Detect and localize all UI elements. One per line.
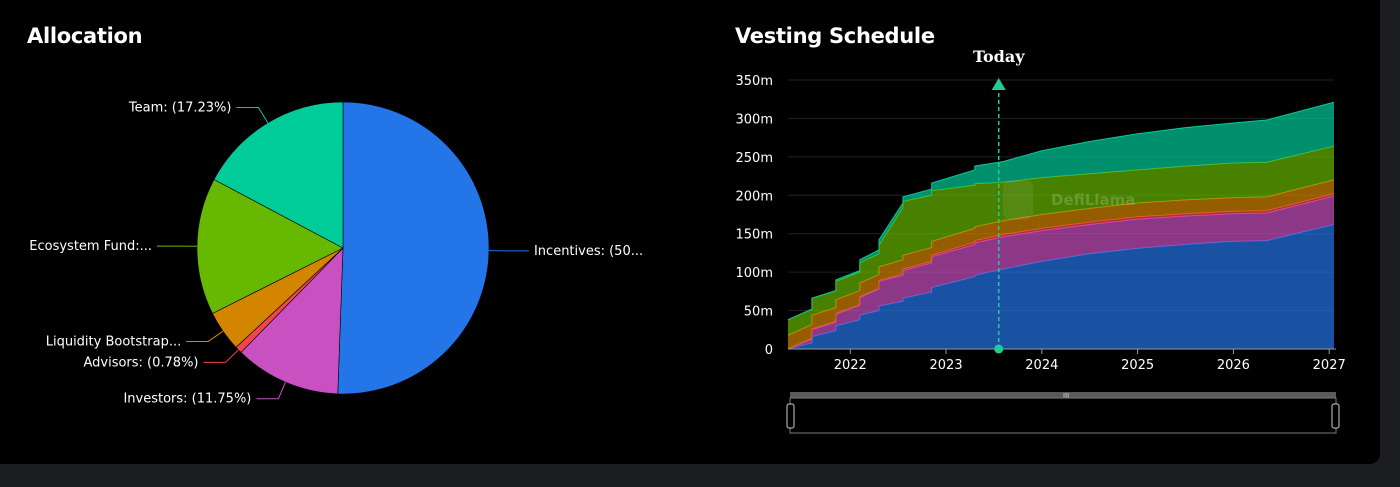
slider-window[interactable] [789, 397, 1337, 434]
slider-handle-right[interactable] [1331, 403, 1340, 429]
y-tick-label: 250m [736, 151, 773, 166]
today-marker: Today [973, 47, 1025, 354]
y-tick-label: 50m [744, 305, 773, 320]
slider-grip-icon[interactable]: III [1063, 392, 1069, 400]
x-tick-label: 2022 [834, 358, 867, 373]
leader-line [236, 106, 269, 124]
x-tick-label: 2024 [1025, 358, 1058, 373]
x-tick-label: 2027 [1313, 358, 1346, 373]
allocation-title: Allocation [27, 24, 143, 48]
watermark-text: DefiLlama [1051, 191, 1135, 209]
today-arrow-icon [991, 78, 1006, 90]
area-series-line-6 [787, 101, 1335, 321]
pie-label-liquidity-bootstrap: Liquidity Bootstrap... [46, 334, 182, 349]
today-dot [994, 344, 1004, 354]
leader-line [203, 349, 239, 363]
leader-line [256, 381, 286, 400]
vesting-schedule-title: Vesting Schedule [735, 24, 935, 48]
leader-line [186, 330, 224, 342]
area-series-6[interactable] [788, 102, 1334, 320]
area-series-3[interactable] [788, 193, 1334, 349]
dashboard-panel: Allocation Vesting Schedule Incentives: … [0, 0, 1380, 464]
x-tick-label: 2023 [930, 358, 963, 373]
today-label: Today [973, 47, 1025, 66]
y-tick-label: 200m [736, 189, 773, 204]
x-tick-label: 2026 [1217, 358, 1250, 373]
pie-label-team: Team: (17.23%) [128, 100, 232, 115]
x-tick-label: 2025 [1121, 358, 1154, 373]
y-tick-label: 350m [736, 74, 773, 89]
pie-label-ecosystem-fund: Ecosystem Fund:... [29, 239, 152, 254]
slider-handle-left[interactable] [786, 403, 795, 429]
area-series-2[interactable] [788, 196, 1334, 349]
x-axis: 2022 2023 2024 2025 2026 2027 [788, 348, 1346, 373]
y-tick-label: 150m [736, 228, 773, 243]
pie-slice-investors[interactable] [240, 247, 344, 395]
pie-label-incentives: Incentives: (50... [534, 244, 643, 259]
series-areas[interactable] [787, 101, 1335, 350]
range-slider[interactable]: III [786, 392, 1340, 434]
pie-label-investors: Investors: (11.75%) [123, 392, 251, 407]
area-series-4[interactable] [788, 179, 1334, 349]
area-series-5[interactable] [788, 146, 1334, 336]
slider-track[interactable] [790, 392, 1336, 398]
allocation-pie-chart[interactable]: Incentives: (50... Investors: (11.75%) Adv… [0, 0, 700, 464]
y-tick-label: 0 [765, 343, 773, 358]
pie-label-advisors: Advisors: (0.78%) [83, 355, 198, 370]
watermark: DefiLlama [1003, 180, 1135, 220]
llama-logo-icon [1003, 180, 1033, 220]
pie-slice-incentives[interactable] [337, 101, 490, 395]
y-tick-label: 100m [736, 266, 773, 281]
y-tick-label: 300m [736, 112, 773, 127]
y-axis: 0 50m 100m 150m 200m 250m 300m 350m [736, 74, 773, 358]
area-series-1[interactable] [788, 224, 1334, 349]
